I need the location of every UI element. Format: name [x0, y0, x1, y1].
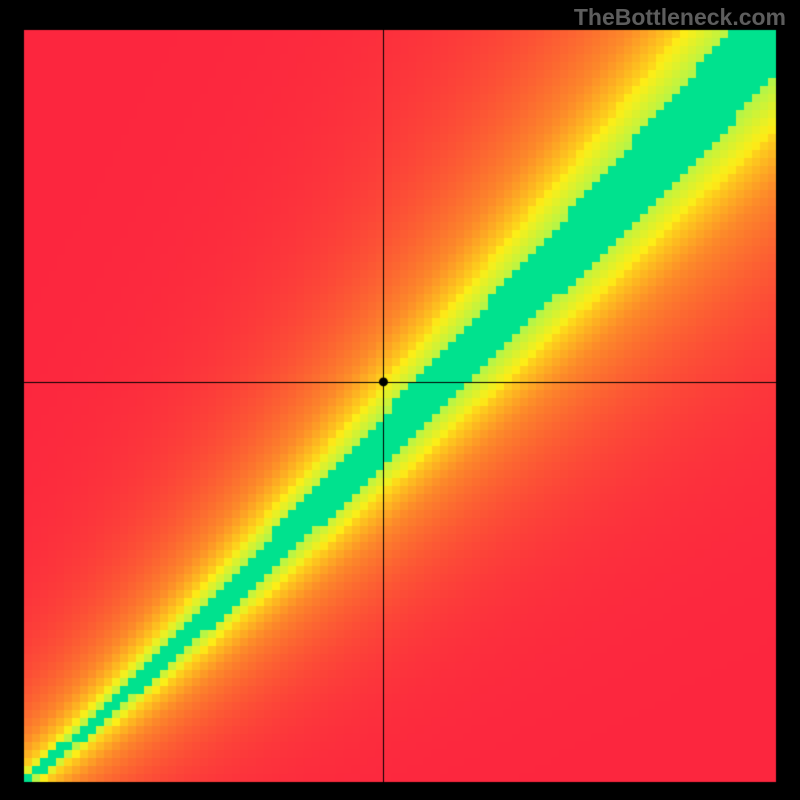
chart-container: TheBottleneck.com [0, 0, 800, 800]
heatmap-canvas [0, 0, 800, 800]
watermark-text: TheBottleneck.com [574, 4, 786, 31]
